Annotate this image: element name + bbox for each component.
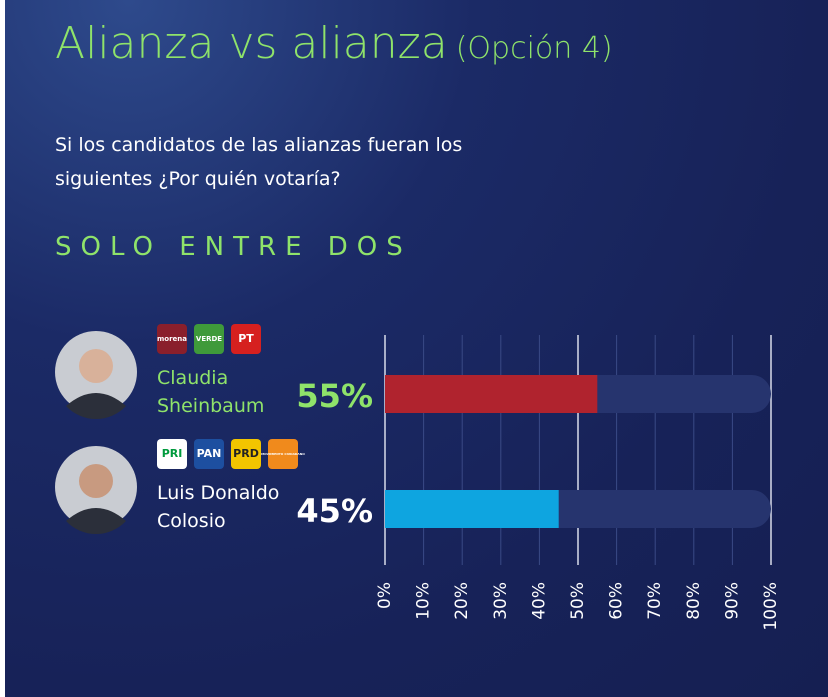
party-badge bbox=[194, 324, 224, 354]
title: Alianza vs alianza bbox=[55, 18, 448, 69]
x-tick-label: 50% bbox=[568, 582, 588, 620]
subtitle: Si los candidatos de las alianzas fueran… bbox=[55, 134, 463, 190]
party-badge bbox=[194, 439, 224, 469]
party-label: VERDE bbox=[196, 335, 222, 343]
x-tick-label: 70% bbox=[645, 582, 665, 620]
photo-body bbox=[66, 508, 126, 535]
party-badge bbox=[268, 439, 298, 469]
title-suffix: (Opción 4) bbox=[455, 31, 613, 66]
x-tick-label: 90% bbox=[722, 582, 742, 620]
x-tick-label: 100% bbox=[761, 582, 781, 631]
x-tick-label: 0% bbox=[375, 582, 395, 609]
party-label: PRI bbox=[162, 447, 183, 460]
party-badge bbox=[157, 439, 187, 469]
party-badge bbox=[231, 324, 261, 354]
title-block: Alianza vs alianza (Opción 4) bbox=[55, 18, 613, 69]
bar bbox=[385, 375, 598, 413]
chart: 0% 10% 20% 30% 40% 50% 60% 70% 80% 90% 100% morena V… bbox=[55, 324, 781, 631]
candidate-name: Claudia Sheinbaum bbox=[157, 367, 265, 417]
party-label: MOVIMIENTO CIUDADANO bbox=[261, 452, 305, 456]
party-badge bbox=[157, 324, 187, 354]
bar bbox=[385, 490, 559, 528]
party-label: PAN bbox=[197, 447, 222, 460]
party-label: PT bbox=[238, 332, 254, 345]
value-label: 45% bbox=[296, 492, 373, 530]
x-tick-label: 80% bbox=[684, 582, 704, 620]
value-label: 55% bbox=[296, 377, 373, 415]
x-tick-label: 60% bbox=[607, 582, 627, 620]
photo-body bbox=[66, 393, 126, 420]
x-tick-label: 20% bbox=[452, 582, 472, 620]
party-label: morena bbox=[157, 335, 187, 343]
x-tick-label: 40% bbox=[529, 582, 549, 620]
x-tick-label: 10% bbox=[414, 582, 434, 620]
x-tick-label: 30% bbox=[491, 582, 511, 620]
photo-head bbox=[79, 349, 113, 383]
panel: Alianza vs alianza (Opción 4) Si los cand… bbox=[5, 0, 828, 697]
party-badge bbox=[231, 439, 261, 469]
candidate-name: Luis Donaldo Colosio bbox=[157, 482, 280, 532]
party-label: PRD bbox=[233, 447, 259, 460]
photo-head bbox=[79, 464, 113, 498]
section-heading: SOLO ENTRE DOS bbox=[55, 232, 412, 262]
